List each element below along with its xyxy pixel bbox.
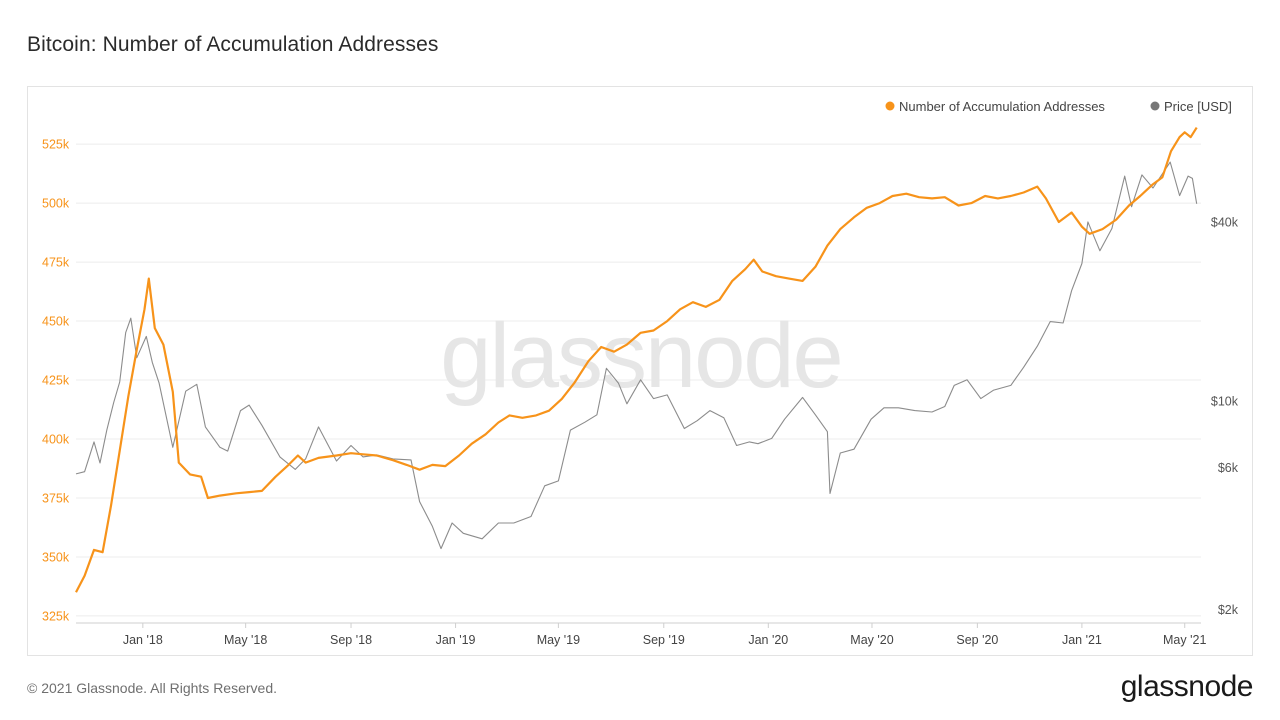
legend-dot-accumulation [885, 101, 895, 111]
x-tick-label: Sep '20 [956, 633, 998, 647]
series-line-accumulation-addresses [75, 127, 1198, 593]
chart-panel: glassnode 325k 350k 375k 400k 425k 450k 475k 50… [27, 86, 1253, 656]
grid-lines [76, 143, 1201, 617]
y-left-tick-label: 350k [42, 550, 70, 564]
y-left-tick-label: 375k [42, 491, 70, 505]
legend-label-accumulation: Number of Accumulation Addresses [899, 99, 1105, 114]
legend-item-price[interactable]: Price [USD] [1150, 99, 1232, 114]
x-tick-label: May '21 [1163, 633, 1206, 647]
y-right-tick-label: $6k [1218, 461, 1239, 475]
y-axis-left: 325k 350k 375k 400k 425k 450k 475k 500k 525k [42, 138, 70, 624]
x-tick-label: May '20 [850, 633, 893, 647]
y-left-tick-label: 425k [42, 374, 70, 388]
page-title: Bitcoin: Number of Accumulation Addresse… [27, 33, 439, 56]
x-tick-label: Jan '19 [436, 633, 476, 647]
x-tick-label: May '19 [537, 633, 580, 647]
legend: Number of Accumulation Addresses Price [… [885, 99, 1232, 114]
copyright-text: © 2021 Glassnode. All Rights Reserved. [27, 680, 278, 696]
y-left-tick-label: 500k [42, 197, 70, 211]
y-left-tick-label: 400k [42, 433, 70, 447]
x-tick-label: Jan '20 [748, 633, 788, 647]
x-tick-label: Sep '18 [330, 633, 372, 647]
x-axis: Jan '18 May '18 Sep '18 Jan '19 May '19 Sep '… [76, 622, 1206, 647]
y-right-tick-label: $10k [1211, 395, 1239, 409]
y-right-tick-label: $40k [1211, 215, 1239, 229]
y-left-tick-label: 525k [42, 138, 70, 152]
y-axis-right: $2k $6k $10k $40k [1211, 215, 1239, 616]
x-tick-label: Jan '21 [1062, 633, 1102, 647]
y-right-tick-label: $2k [1218, 603, 1239, 617]
watermark-text: glassnode [440, 305, 841, 407]
legend-item-accumulation[interactable]: Number of Accumulation Addresses [885, 99, 1106, 114]
x-tick-label: Jan '18 [123, 633, 163, 647]
glassnode-logo[interactable]: glassnode [1120, 670, 1254, 703]
x-tick-label: Sep '19 [643, 633, 685, 647]
series-layer [75, 127, 1198, 593]
y-left-tick-label: 475k [42, 256, 70, 270]
series-line-price-usd [75, 161, 1198, 550]
y-left-tick-label: 325k [42, 609, 70, 623]
legend-dot-price [1150, 101, 1160, 111]
x-tick-label: May '18 [224, 633, 267, 647]
y-left-tick-label: 450k [42, 315, 70, 329]
chart-svg: glassnode 325k 350k 375k 400k 425k 450k 475k 50… [42, 99, 1239, 647]
legend-label-price: Price [USD] [1164, 99, 1232, 114]
